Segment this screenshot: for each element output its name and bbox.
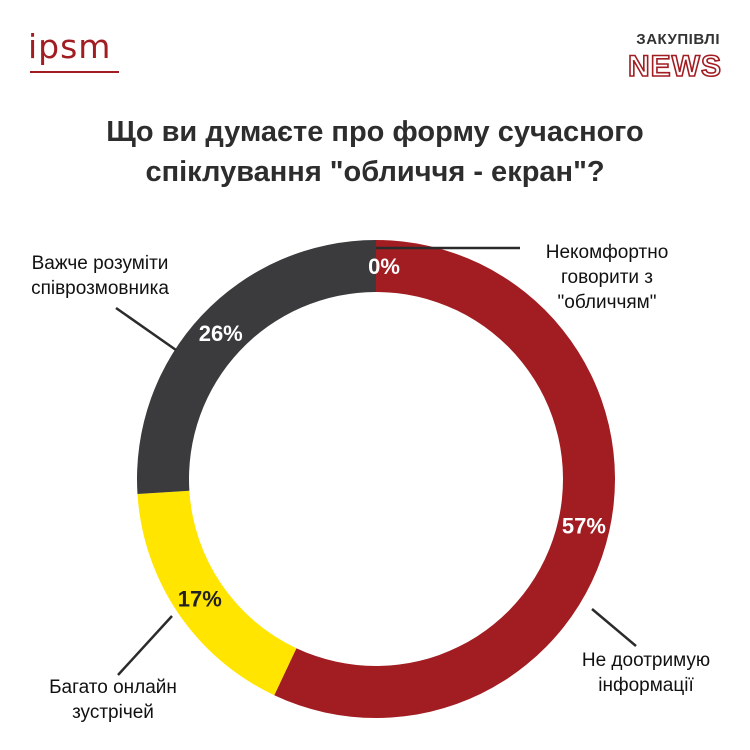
value-label-ne-dootrymuyu: 57%: [562, 513, 606, 538]
logo-underline: [30, 71, 119, 73]
slice-bahato-onlain: [137, 490, 297, 696]
leader-line-ne-dootrymuyu: [591, 608, 637, 647]
ipsm-logo: ipsm: [28, 27, 112, 66]
label-nekomfortno: Некомфортно говорити з "обличчям": [522, 240, 692, 315]
brand-zakupivli: ЗАКУПІВЛІ: [636, 31, 720, 48]
value-label-bahato-onlain: 17%: [178, 587, 222, 612]
value-label-nekomfortno: 0%: [368, 254, 400, 279]
label-ne-dootrymuyu: Не доотримую інформації: [566, 648, 726, 698]
label-nekomfortno-line-2: говорити з: [560, 267, 653, 288]
slice-ne-dootrymuyu: [274, 240, 615, 718]
label-bahato-onlain-line-2: зустрічей: [72, 702, 154, 723]
label-vazhche-rozumity: Важче розуміти співрозмовника: [14, 251, 186, 301]
chart-title: Що ви думаєте про форму сучасного спіклу…: [40, 112, 710, 192]
label-nekomfortno-line-1: Некомфортно: [545, 242, 669, 263]
slice-vazhche-rozumity: [137, 240, 376, 495]
chart-title-line-2: спіклування "обличчя - екран"?: [145, 156, 605, 188]
chart-title-line-1: Що ви думаєте про форму сучасного: [106, 116, 644, 148]
leader-line-bahato-onlain: [117, 615, 173, 676]
label-bahato-onlain: Багато онлайн зустрічей: [28, 675, 198, 725]
label-vazhche-rozumity-line-1: Важче розуміти: [31, 253, 169, 274]
value-label-vazhche-rozumity: 26%: [199, 321, 243, 346]
leader-line-vazhche-rozumity: [115, 306, 177, 352]
label-ne-dootrymuyu-line-2: інформації: [598, 675, 694, 696]
label-vazhche-rozumity-line-2: співрозмовника: [31, 278, 169, 299]
label-nekomfortno-line-3: "обличчям": [557, 292, 657, 313]
brand-news: NEWS: [627, 50, 722, 83]
label-ne-dootrymuyu-line-1: Не доотримую: [581, 650, 711, 671]
label-bahato-onlain-line-1: Багато онлайн: [49, 677, 177, 698]
